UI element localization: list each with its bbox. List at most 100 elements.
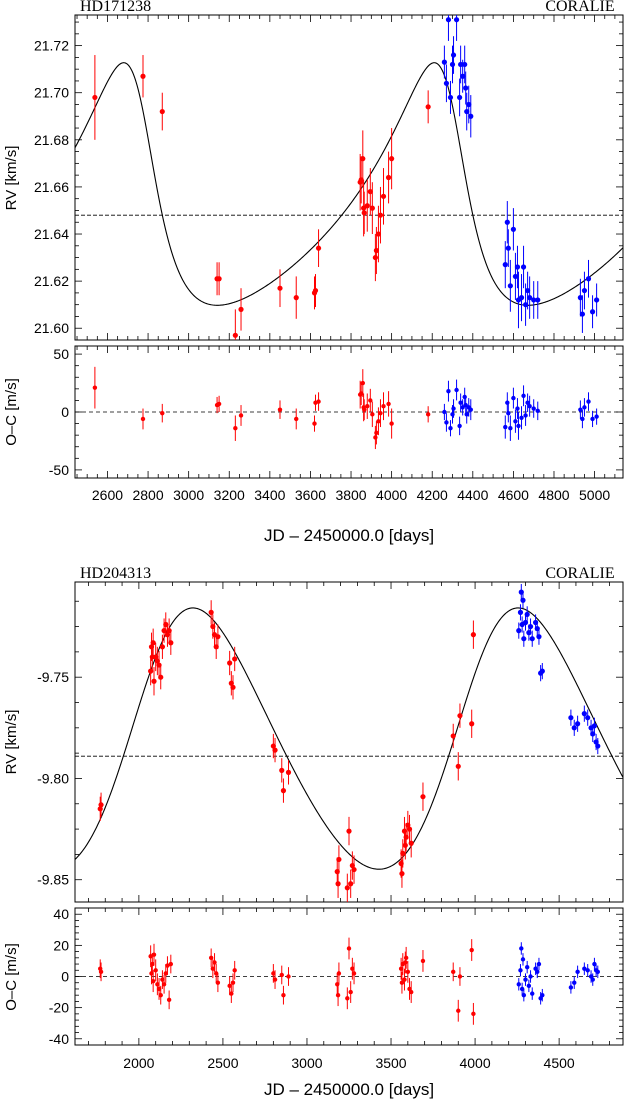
oc-point-red	[360, 380, 366, 386]
oc-point-blue	[586, 399, 591, 404]
oc-point-red	[378, 410, 383, 416]
oc-point-red	[158, 992, 163, 998]
oc-point-blue	[460, 405, 465, 410]
oc-point-red	[457, 974, 463, 979]
rv-point-red	[230, 684, 236, 690]
x-tick-label: 3000	[291, 1055, 322, 1071]
rv-point-red	[150, 640, 156, 646]
oc-point-red	[238, 413, 244, 418]
rv-point-red	[400, 850, 406, 856]
x-tick-label: 4600	[498, 487, 529, 503]
panel-1: 2600 2800 3000 3200 3400 3600 3800 4000 4200 4400…	[34, 14, 624, 503]
rv-point-blue	[579, 311, 586, 317]
rv-point-red	[425, 104, 431, 110]
rv-clip-group	[75, 15, 623, 340]
rv-point-blue	[529, 636, 535, 642]
rv-point-blue	[462, 61, 468, 68]
rv-point-red	[372, 254, 378, 261]
oc-point-red	[92, 385, 98, 390]
oc-point-red	[451, 969, 456, 975]
oc-point-red	[286, 974, 291, 979]
rv-point-red	[293, 295, 299, 301]
oc-point-red	[374, 430, 379, 436]
rv-point-blue	[450, 52, 457, 58]
oc-point-red	[153, 968, 158, 973]
oc-point-blue	[527, 404, 532, 409]
oc-point-blue	[528, 974, 533, 979]
x-tick-label: 3600	[295, 487, 326, 503]
oc-point-blue	[519, 415, 524, 420]
rv-y-tick-label: 21.66	[34, 179, 69, 195]
oc-point-red	[420, 958, 426, 964]
oc-point-red	[312, 421, 317, 426]
rv-point-red	[168, 640, 174, 646]
oc-point-red	[471, 1011, 476, 1017]
rv-point-red	[158, 674, 164, 680]
oc-point-red	[316, 399, 321, 404]
rv-y-tick-label: 21.64	[34, 226, 69, 242]
rv-point-red	[277, 285, 283, 291]
oc-point-red	[403, 955, 409, 961]
oc-point-red	[403, 960, 408, 965]
rv-point-blue	[466, 101, 472, 108]
rv-point-blue	[457, 94, 463, 101]
rv-point-blue	[571, 725, 577, 731]
rv-point-blue	[449, 61, 456, 68]
rv-point-red	[450, 733, 456, 739]
rv-point-red	[369, 205, 375, 211]
x-tick-label: 5000	[579, 487, 610, 503]
rv-point-blue	[527, 295, 533, 301]
oc-point-blue	[464, 412, 469, 417]
rv-point-red	[315, 245, 322, 251]
oc-point-blue	[516, 982, 521, 987]
rv-point-blue	[595, 743, 601, 749]
oc-point-blue	[540, 992, 545, 998]
panel-2: 2000 2500 3000 3500 4000 4500 -9.85 -9.80 -9.75 -…	[37, 581, 624, 1071]
rv-point-blue	[581, 711, 587, 717]
oc-point-red	[345, 996, 350, 1001]
oc-point-red	[271, 971, 276, 976]
rv-point-red	[367, 189, 373, 195]
oc-point-blue	[516, 423, 521, 429]
rv-point-red	[420, 794, 426, 800]
oc-point-blue	[521, 393, 526, 398]
rv-point-blue	[443, 80, 450, 86]
oc-point-red	[376, 419, 381, 424]
oc-point-red	[279, 972, 284, 978]
oc-point-red	[150, 978, 156, 984]
x-tick-label: 3000	[173, 487, 204, 503]
rv-point-blue	[527, 623, 534, 630]
oc-point-blue	[521, 992, 527, 998]
rv-point-blue	[441, 59, 447, 65]
rv-point-red	[335, 881, 341, 887]
oc-point-blue	[468, 407, 473, 412]
oc-point-blue	[530, 991, 535, 996]
rv-point-red	[373, 247, 379, 254]
oc-point-blue	[519, 946, 524, 951]
oc-point-blue	[595, 969, 600, 975]
rv-point-red	[469, 721, 475, 727]
x-axis-label-2: JD – 2450000.0 [days]	[264, 1080, 434, 1099]
oc-point-red	[230, 980, 236, 985]
rv-point-red	[285, 769, 292, 775]
rv-point-blue	[447, 94, 454, 101]
rv-point-red	[399, 871, 405, 877]
rv-point-red	[232, 332, 238, 338]
oc-point-red	[212, 960, 217, 965]
rv-point-red	[140, 73, 146, 79]
plot-layer: 2600 2800 3000 3200 3400 3600 3800 4000 4200 4400…	[34, 14, 624, 1071]
oc-point-red	[362, 407, 367, 412]
oc-point-red	[150, 961, 155, 967]
oc-point-blue	[458, 400, 463, 405]
rv-point-red	[385, 174, 392, 181]
rv-point-blue	[458, 61, 464, 68]
oc-point-blue	[594, 414, 599, 419]
oc-point-red	[398, 966, 404, 971]
rv-point-red	[336, 856, 342, 863]
rv-point-blue	[585, 715, 591, 721]
oc-ylabel-1: O–C [m/s]	[3, 378, 20, 446]
rv-y-tick-label: -9.75	[37, 669, 69, 685]
x-tick-label: 3500	[375, 1055, 406, 1071]
rv-point-blue	[514, 264, 521, 270]
rv-point-red	[408, 840, 414, 846]
